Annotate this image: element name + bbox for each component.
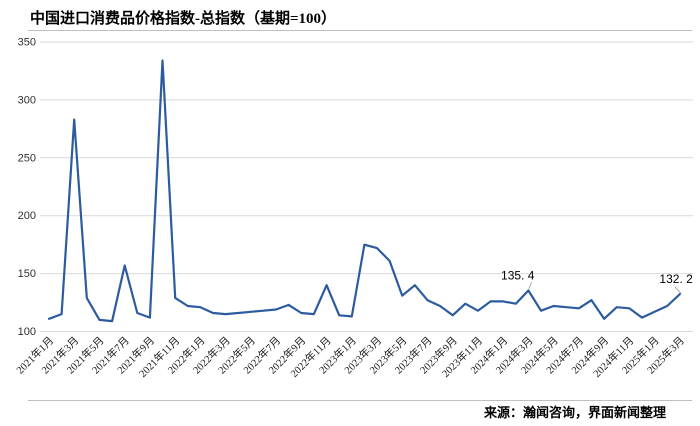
y-axis-labels: 350 300 250 200 150 100: [18, 37, 36, 339]
y-axis-label: 200: [18, 210, 36, 222]
x-axis-labels: 2021年1月2021年3月2021年5月2021年7月2021年9月2021年…: [14, 334, 687, 380]
y-axis-label: 350: [18, 37, 36, 49]
data-label: 135. 4: [501, 269, 535, 283]
series-group: [47, 59, 681, 323]
annotations-group: 135. 4 132. 2: [501, 269, 693, 294]
source-note: 来源：瀚闻咨询，界面新闻整理: [483, 405, 666, 420]
chart-title: 中国进口消费品价格指数-总指数（基期=100）: [30, 9, 336, 27]
y-axis-label: 300: [18, 94, 36, 106]
annotation-leader: [674, 286, 682, 294]
gridlines: [40, 41, 693, 332]
y-axis-label: 250: [18, 152, 36, 164]
series-line: [47, 59, 681, 323]
data-label: 132. 2: [659, 272, 693, 286]
y-axis-label: 150: [18, 268, 36, 280]
annotation-leader: [528, 281, 532, 290]
y-axis-label: 100: [18, 326, 36, 338]
